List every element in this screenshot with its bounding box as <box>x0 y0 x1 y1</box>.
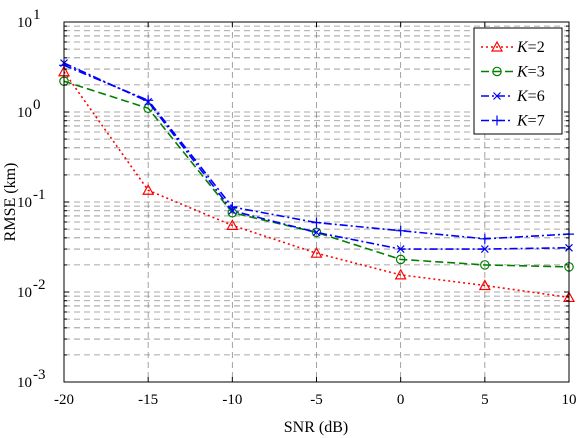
y-axis-title: RMSE (km) <box>2 163 19 242</box>
data-point <box>227 201 238 212</box>
x-tick-label: -20 <box>54 392 74 408</box>
data-point <box>490 40 504 52</box>
ticks <box>63 22 570 383</box>
data-point <box>311 227 322 238</box>
x-axis-title: SNR (dB) <box>284 419 348 436</box>
data-point <box>395 225 406 236</box>
x-tick-label: 0 <box>397 392 405 408</box>
y-tick-exponent: 1 <box>33 7 41 23</box>
data-point <box>478 279 491 291</box>
y-tick-label: 10 <box>17 195 32 211</box>
legend-label: K=7 <box>516 113 545 130</box>
data-point <box>396 245 405 253</box>
y-tick-exponent: -1 <box>33 187 46 203</box>
x-tick-label: -15 <box>138 392 158 408</box>
x-tick-label: 10 <box>562 392 577 408</box>
data-point <box>143 95 154 106</box>
legend-label: K=6 <box>516 88 545 105</box>
y-tick-exponent: -2 <box>33 277 46 293</box>
x-tick-label: -5 <box>310 392 323 408</box>
series-layer <box>57 59 576 303</box>
data-point <box>479 233 490 244</box>
legend-entry: K=2 <box>481 39 545 56</box>
x-tick-label: 5 <box>481 392 489 408</box>
y-tick-exponent: -3 <box>33 367 46 383</box>
x-tick-labels: -20 -15 -10 -5 0 5 10 <box>54 392 577 408</box>
legend-entry: K=6 <box>481 88 545 105</box>
data-point <box>395 254 406 265</box>
legend-entry: K=3 <box>481 64 545 81</box>
data-point <box>492 66 502 77</box>
y-tick-label: 10 <box>17 15 32 31</box>
legend-label: K=2 <box>516 39 545 56</box>
legend-box <box>473 27 563 135</box>
legend-entry: K=7 <box>481 113 545 130</box>
x-tick-label: -10 <box>222 392 242 408</box>
data-point <box>493 92 501 100</box>
data-point <box>310 246 323 258</box>
legend: K=2 K=3 K=6 K=7 <box>473 27 563 135</box>
data-point <box>394 268 407 280</box>
data-point <box>142 184 155 195</box>
data-point <box>480 260 490 270</box>
series-line <box>63 71 570 299</box>
data-point <box>312 228 321 237</box>
data-point <box>226 219 239 230</box>
series-line <box>63 80 570 268</box>
legend-label: K=3 <box>516 64 545 81</box>
data-point <box>311 217 322 228</box>
y-tick-label: 10 <box>17 285 32 301</box>
data-point <box>480 245 489 253</box>
data-point <box>492 115 502 126</box>
y-tick-exponent: 0 <box>33 97 41 113</box>
y-tick-label: 10 <box>17 105 32 121</box>
y-tick-label: 10 <box>17 375 32 391</box>
